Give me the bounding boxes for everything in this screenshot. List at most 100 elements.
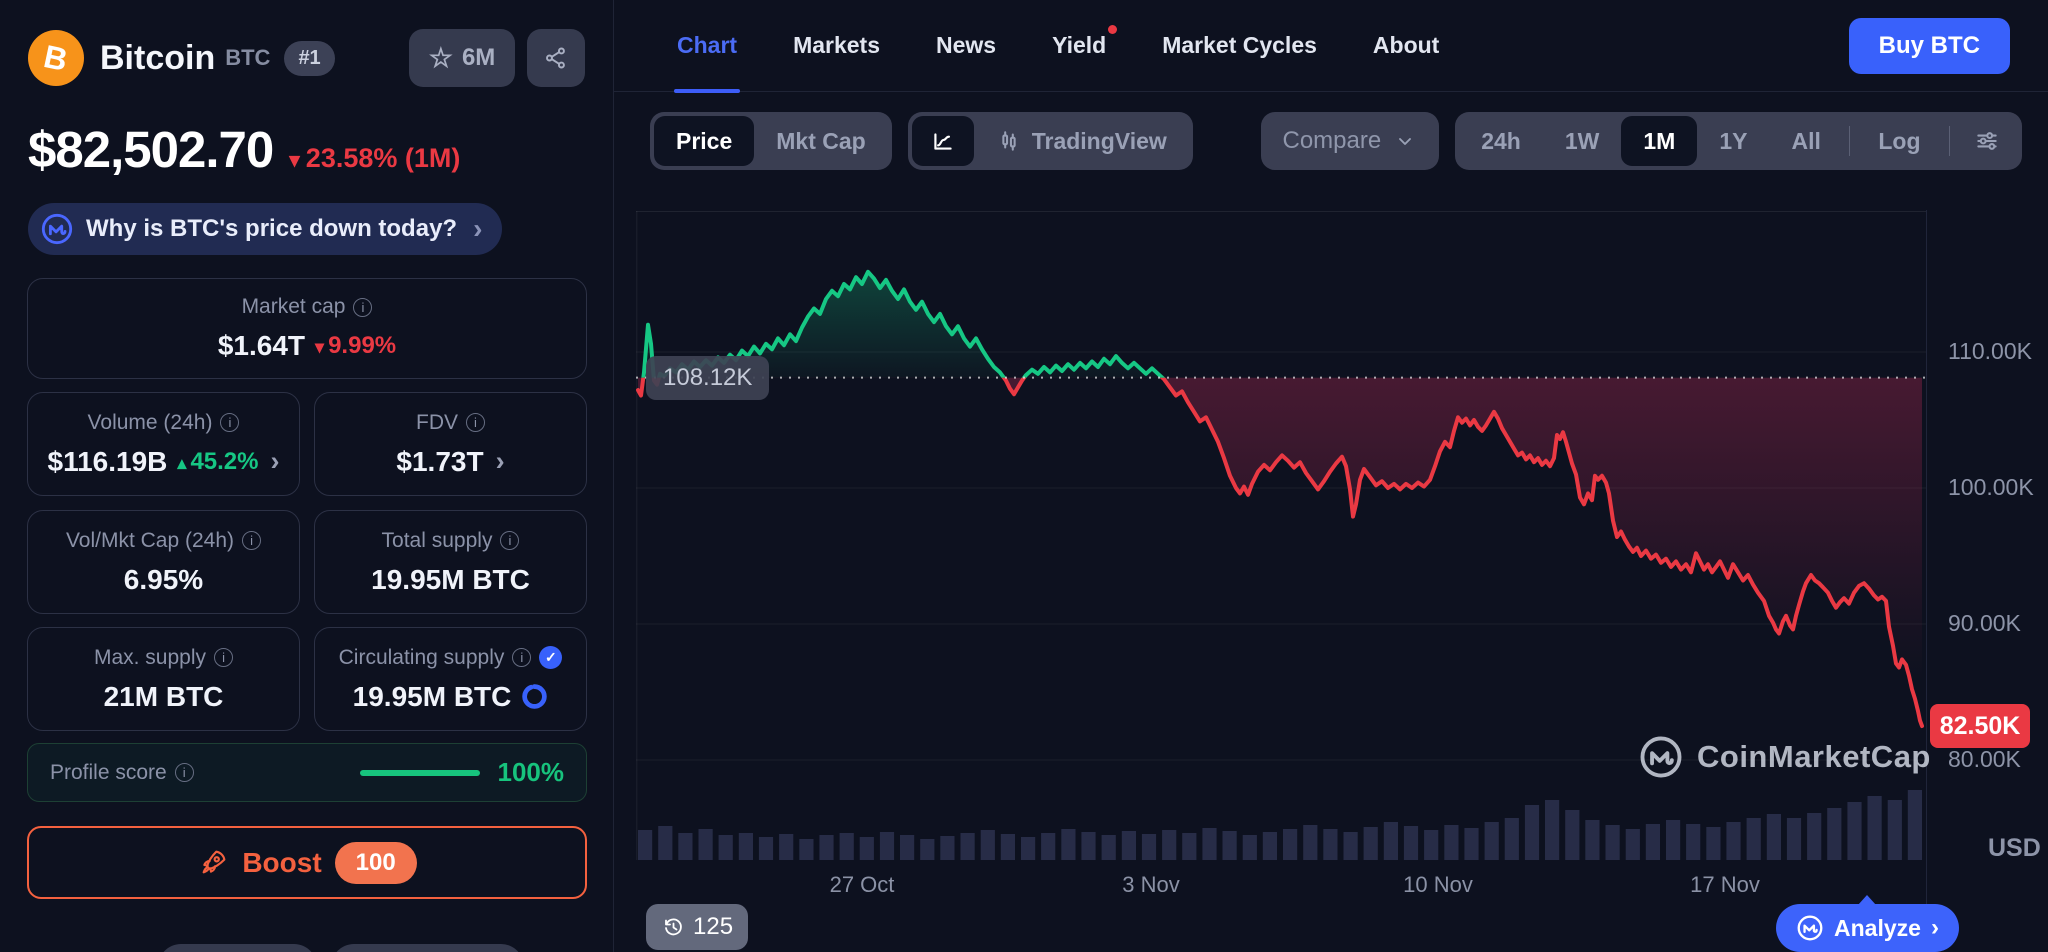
chevron-right-icon: › — [473, 213, 483, 244]
share-button[interactable] — [527, 29, 585, 87]
line-chart-toggle[interactable] — [911, 116, 974, 166]
tab-market-cycles[interactable]: Market Cycles — [1162, 32, 1317, 58]
boost-count-badge: 100 — [334, 841, 417, 884]
bitcoin-logo-icon: B — [28, 30, 84, 86]
rank-badge: #1 — [284, 40, 335, 76]
watermark: CoinMarketCap — [1638, 734, 1931, 780]
max-supply-card: Max. supply i 21M BTC — [27, 627, 300, 731]
chart-canvas[interactable] — [636, 210, 1926, 860]
circulating-supply-value: 19.95M BTC — [352, 680, 512, 712]
clock-history-icon — [665, 918, 682, 936]
mktcap-toggle[interactable]: Mkt Cap — [776, 127, 866, 154]
y-axis-tick: 100.00K — [1948, 474, 2034, 500]
range-24h[interactable]: 24h — [1481, 127, 1521, 154]
x-axis-tick: 3 Nov — [1122, 872, 1180, 897]
axis-divider — [1926, 210, 1927, 952]
verified-badge-icon: ✓ — [539, 646, 563, 669]
price-chart[interactable]: 110.00K 100.00K 90.00K 80.00K 82.50K USD 10… — [636, 210, 2048, 952]
buy-btc-button[interactable]: Buy BTC — [1848, 18, 2010, 74]
chart-type-toggle: TradingView — [907, 112, 1193, 170]
chevron-right-icon: › — [495, 446, 505, 476]
market-cap-change: ▾ 9.99% — [315, 332, 397, 359]
info-icon[interactable]: i — [242, 531, 262, 550]
info-icon[interactable]: i — [466, 413, 485, 432]
y-axis-tick: 90.00K — [1948, 610, 2021, 636]
info-icon[interactable]: i — [353, 297, 373, 317]
range-1m[interactable]: 1M — [1621, 116, 1698, 166]
history-badge[interactable]: 125 — [646, 904, 749, 950]
links-row: Website Website Whitepaper — [28, 944, 587, 952]
why-banner-text: Why is BTC's price down today? — [86, 215, 458, 242]
section-tabs: Chart Markets News Yield Market Cycles A… — [614, 0, 2048, 93]
candlestick-icon — [1002, 131, 1016, 151]
coin-symbol: BTC — [225, 45, 271, 70]
x-axis-tick: 27 Oct — [829, 872, 895, 897]
fdv-value: $1.73T — [396, 445, 484, 477]
price-row: $82,502.70 ▾ 23.58% (1M) — [28, 120, 460, 179]
profile-score-label: Profile score — [50, 760, 167, 784]
current-price-axis-badge: 82.50K — [1930, 704, 2030, 748]
total-supply-label: Total supply — [381, 528, 493, 552]
range-all[interactable]: All — [1791, 127, 1821, 154]
axis-unit-label: USD — [1988, 834, 2041, 862]
profile-score-card: Profile score i 100% — [27, 743, 587, 802]
tab-chart[interactable]: Chart — [673, 0, 741, 93]
x-axis-tick: 10 Nov — [1403, 872, 1473, 897]
market-cap-value: $1.64T — [217, 330, 306, 361]
info-icon[interactable]: i — [512, 648, 532, 667]
tab-markets[interactable]: Markets — [793, 32, 880, 58]
volume-change: ▴ 45.2% — [177, 447, 259, 475]
tab-yield[interactable]: Yield — [1052, 0, 1118, 92]
log-scale-toggle[interactable]: Log — [1878, 127, 1921, 154]
coin-name: Bitcoin — [100, 38, 216, 77]
line-chart-icon — [934, 133, 952, 150]
vol-mktcap-value: 6.95% — [123, 563, 204, 595]
analyze-button[interactable]: Analyze › — [1776, 895, 1959, 952]
boost-button[interactable]: Boost 100 — [27, 826, 587, 899]
total-supply-value: 19.95M BTC — [371, 563, 530, 595]
info-icon[interactable]: i — [174, 763, 194, 782]
compare-dropdown[interactable]: Compare — [1260, 112, 1440, 170]
rocket-icon — [202, 850, 226, 873]
chevron-right-icon: › — [1930, 914, 1939, 941]
cmc-logo-icon — [1797, 915, 1823, 941]
tab-news[interactable]: News — [936, 32, 997, 58]
share-icon — [546, 47, 565, 69]
total-supply-card: Total supply i 19.95M BTC — [314, 510, 587, 614]
range-1y[interactable]: 1Y — [1719, 127, 1748, 154]
star-icon: ☆ — [428, 42, 453, 73]
vol-mktcap-label: Vol/Mkt Cap (24h) — [65, 528, 235, 552]
why-price-down-banner[interactable]: Why is BTC's price down today? › — [28, 203, 503, 255]
price-change: ▾ 23.58% (1M) — [289, 143, 461, 173]
tradingview-toggle[interactable]: TradingView — [974, 116, 1189, 166]
cmc-logo-icon — [41, 213, 73, 245]
max-supply-label: Max. supply — [93, 645, 207, 669]
cmc-logo-icon — [1640, 736, 1682, 778]
timeframe-selector: 24h 1W 1M 1Y All Log — [1455, 112, 2022, 170]
chevron-right-icon: › — [270, 446, 280, 476]
price-toggle[interactable]: Price — [654, 116, 755, 166]
y-axis-tick: 80.00K — [1948, 746, 2021, 772]
current-price: $82,502.70 — [28, 121, 274, 178]
chart-settings-button[interactable] — [1956, 116, 2018, 166]
notification-dot — [1108, 25, 1118, 34]
market-cap-card: Market cap i $1.64T ▾ 9.99% — [27, 278, 587, 379]
watchlist-button[interactable]: ☆ 6M — [409, 29, 515, 87]
volume-card[interactable]: Volume (24h) i $116.19B ▴ 45.2% › — [27, 392, 300, 496]
fdv-card[interactable]: FDV i $1.73T › — [314, 392, 587, 496]
supply-progress-ring-icon — [522, 684, 548, 709]
sliders-icon — [1977, 132, 1997, 150]
coin-header: B Bitcoin BTC #1 ☆ 6M — [28, 26, 585, 90]
tab-about[interactable]: About — [1372, 32, 1440, 58]
info-icon[interactable]: i — [500, 531, 520, 550]
chevron-down-icon — [1399, 138, 1412, 145]
info-icon[interactable]: i — [220, 413, 240, 432]
whitepaper-button[interactable]: Whitepaper — [331, 944, 524, 952]
max-supply-value: 21M BTC — [103, 680, 224, 712]
range-1w[interactable]: 1W — [1564, 127, 1600, 154]
website-button[interactable]: Website — [158, 944, 318, 952]
info-icon[interactable]: i — [214, 648, 234, 667]
vol-mktcap-card: Vol/Mkt Cap (24h) i 6.95% — [27, 510, 300, 614]
volume-label: Volume (24h) — [87, 410, 213, 434]
